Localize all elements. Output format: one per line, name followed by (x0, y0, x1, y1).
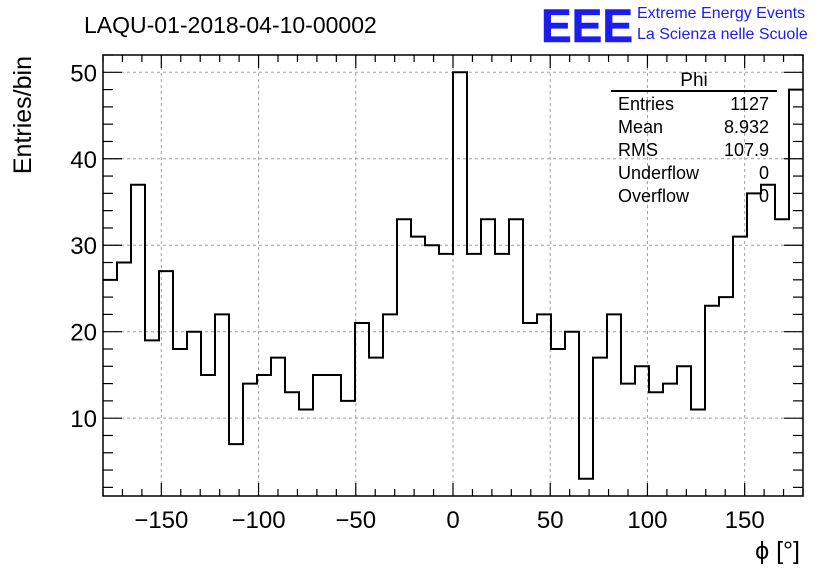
x-tick-label: −50 (335, 507, 376, 534)
x-tick-label: 50 (537, 507, 564, 534)
eee-logo-mark: EEE (541, 0, 633, 52)
x-axis-label: ϕ [°] (755, 537, 800, 565)
stats-label-mean: Mean (618, 117, 663, 137)
eee-logo-line1: Extreme Energy Events (637, 5, 805, 22)
y-tick-label: 30 (70, 233, 97, 260)
y-axis-label: Entries/bin (9, 56, 37, 174)
stats-label-underflow: Underflow (618, 163, 700, 183)
y-tick-label: 40 (70, 147, 97, 174)
stats-label-entries: Entries (618, 94, 674, 114)
stats-value-mean: 8.932 (724, 117, 769, 137)
x-tick-label: 150 (725, 507, 765, 534)
y-tick-label: 20 (70, 320, 97, 347)
x-tick-label: −150 (134, 507, 188, 534)
stats-value-entries: 1127 (730, 94, 769, 114)
stats-value-rms: 107.9 (724, 140, 769, 160)
chart-title: LAQU-01-2018-04-10-00002 (84, 12, 377, 38)
x-axis-ticks: −150 −100 −50 0 50 100 150 (102, 55, 804, 534)
histogram-step-line (103, 71, 803, 480)
y-tick-label: 10 (70, 406, 97, 433)
stats-value-underflow: 0 (759, 163, 769, 183)
x-tick-label: 0 (446, 507, 459, 534)
stats-box: Phi Entries 1127 Mean 8.932 RMS 107.9 Un… (611, 70, 777, 206)
y-tick-label: 50 (70, 60, 97, 87)
stats-label-overflow: Overflow (618, 186, 690, 206)
x-tick-label: −100 (232, 507, 286, 534)
eee-logo-line2: La Scienza nelle Scuole (637, 26, 808, 43)
stats-value-overflow: 0 (759, 186, 769, 206)
eee-logo: EEE Extreme Energy Events La Scienza nel… (541, 0, 808, 52)
x-tick-label: 100 (627, 507, 667, 534)
y-axis-ticks: 10 20 30 40 50 (70, 54, 803, 488)
stats-label-rms: RMS (618, 140, 658, 160)
stats-box-title: Phi (680, 70, 707, 91)
